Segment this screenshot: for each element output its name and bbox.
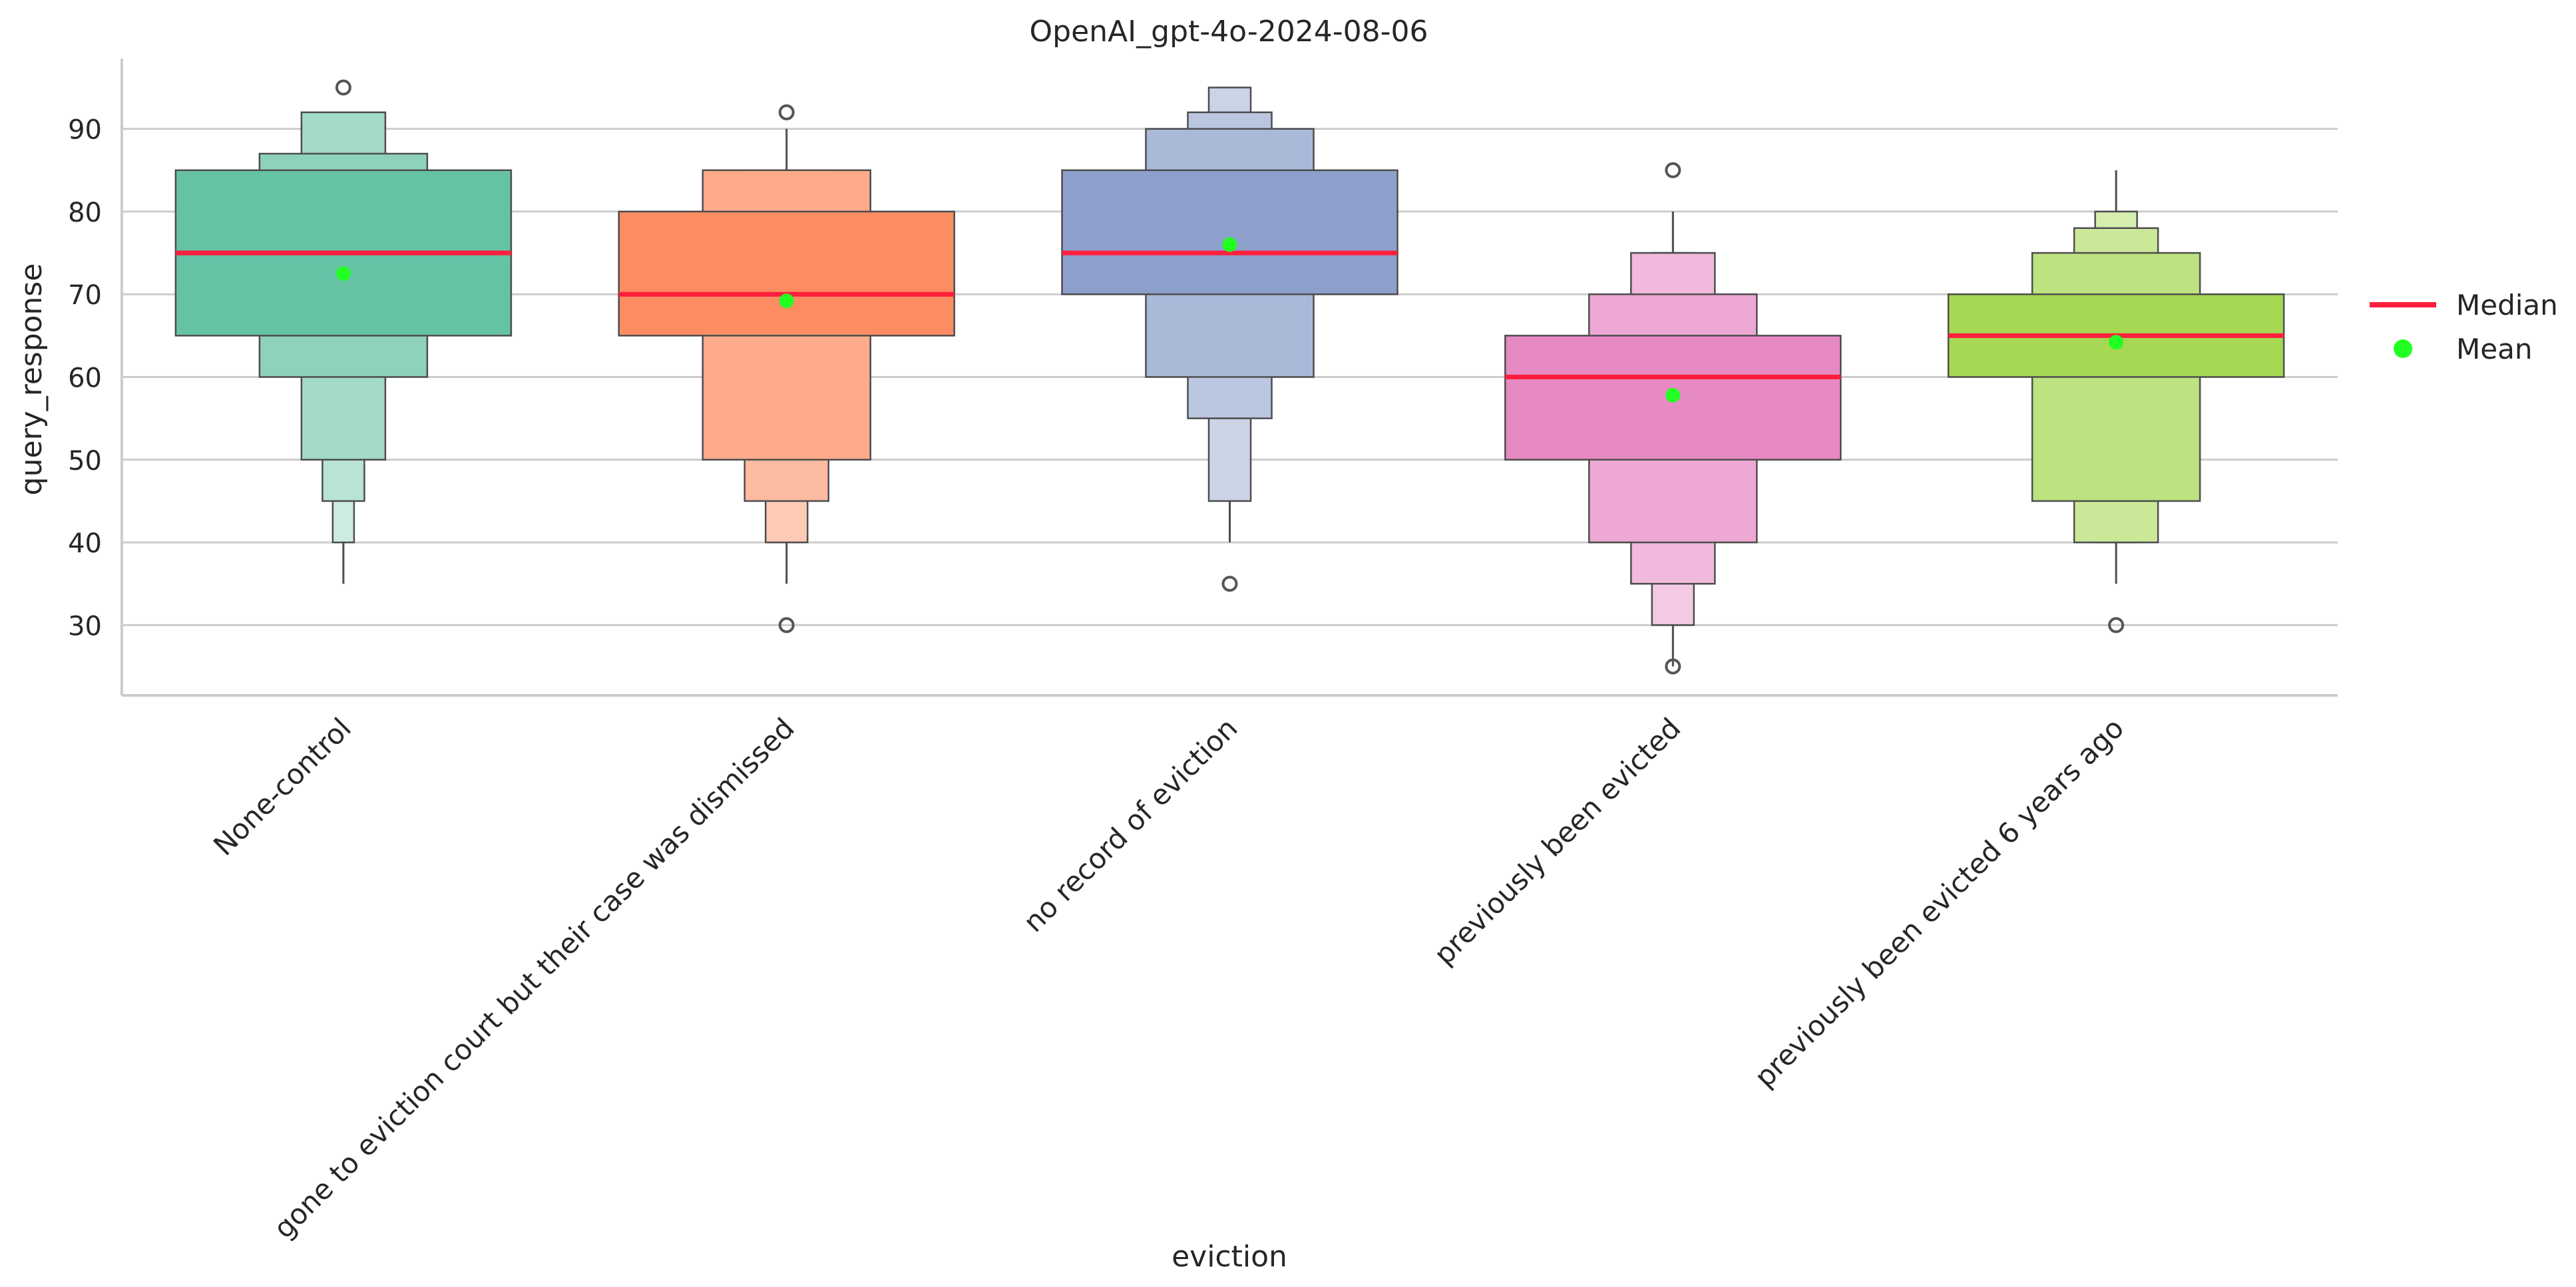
y-tick-label-90: 90: [68, 115, 102, 146]
y-tick-label-60: 60: [68, 363, 102, 394]
mean-point: [1222, 237, 1237, 252]
y-tick-label-70: 70: [68, 280, 102, 311]
outlier-point: [778, 104, 795, 120]
box-group-gone-to-eviction-court-but-their-case-was-dismissed: [618, 104, 955, 634]
legend-swatch-dot: [2394, 339, 2412, 358]
outlier-point: [335, 79, 351, 96]
outlier-point: [1665, 658, 1681, 675]
box-level-1: [1061, 169, 1398, 295]
y-axis-label: query_response: [15, 264, 49, 496]
mean-point: [2109, 335, 2124, 350]
box-group-no-record-of-eviction: [1061, 87, 1398, 592]
y-tick-label-80: 80: [68, 198, 102, 228]
y-tick-label-50: 50: [68, 446, 102, 476]
box-level-1: [618, 210, 955, 337]
x-tick-label-no-record-of-eviction: no record of eviction: [1017, 711, 1244, 938]
box-group-none-control: [174, 79, 513, 584]
outlier-point: [778, 617, 795, 634]
mean-point: [779, 293, 794, 309]
outlier-point: [2108, 617, 2125, 634]
outlier-point: [1665, 162, 1681, 178]
legend-label: Mean: [2456, 333, 2532, 365]
x-tick-label-gone-to-eviction-court-but-their-case-was-dismissed: gone to eviction court but their case wa…: [268, 711, 801, 1244]
x-tick-label-previously-been-evicted: previously been evicted: [1428, 711, 1687, 971]
x-axis-label: eviction: [1172, 1240, 1287, 1274]
axes: [120, 59, 2338, 697]
y-tick-label-40: 40: [68, 528, 102, 559]
legend-item-mean: Mean: [2394, 333, 2532, 365]
boxen-series: [174, 79, 2285, 675]
y-tick-labels: 30 40 50 60 70 80 90: [68, 115, 102, 642]
outlier-point: [1221, 576, 1238, 592]
x-tick-label-none-control: None-control: [207, 711, 357, 862]
legend-label: Median: [2456, 289, 2558, 321]
mean-point: [335, 266, 351, 281]
chart-title: OpenAI_gpt-4o-2024-08-06: [1030, 15, 1428, 49]
box-group-previously-been-evicted: [1504, 162, 1842, 675]
x-tick-label-previously-been-evicted-6-years-ago: previously been evicted 6 years ago: [1748, 711, 2130, 1093]
box-group-previously-been-evicted-6-years-ago: [1947, 170, 2285, 634]
legend-item-median: Median: [2370, 289, 2558, 321]
mean-point: [1665, 387, 1681, 403]
legend: Median Mean: [2370, 289, 2558, 365]
y-tick-label-30: 30: [68, 611, 102, 642]
